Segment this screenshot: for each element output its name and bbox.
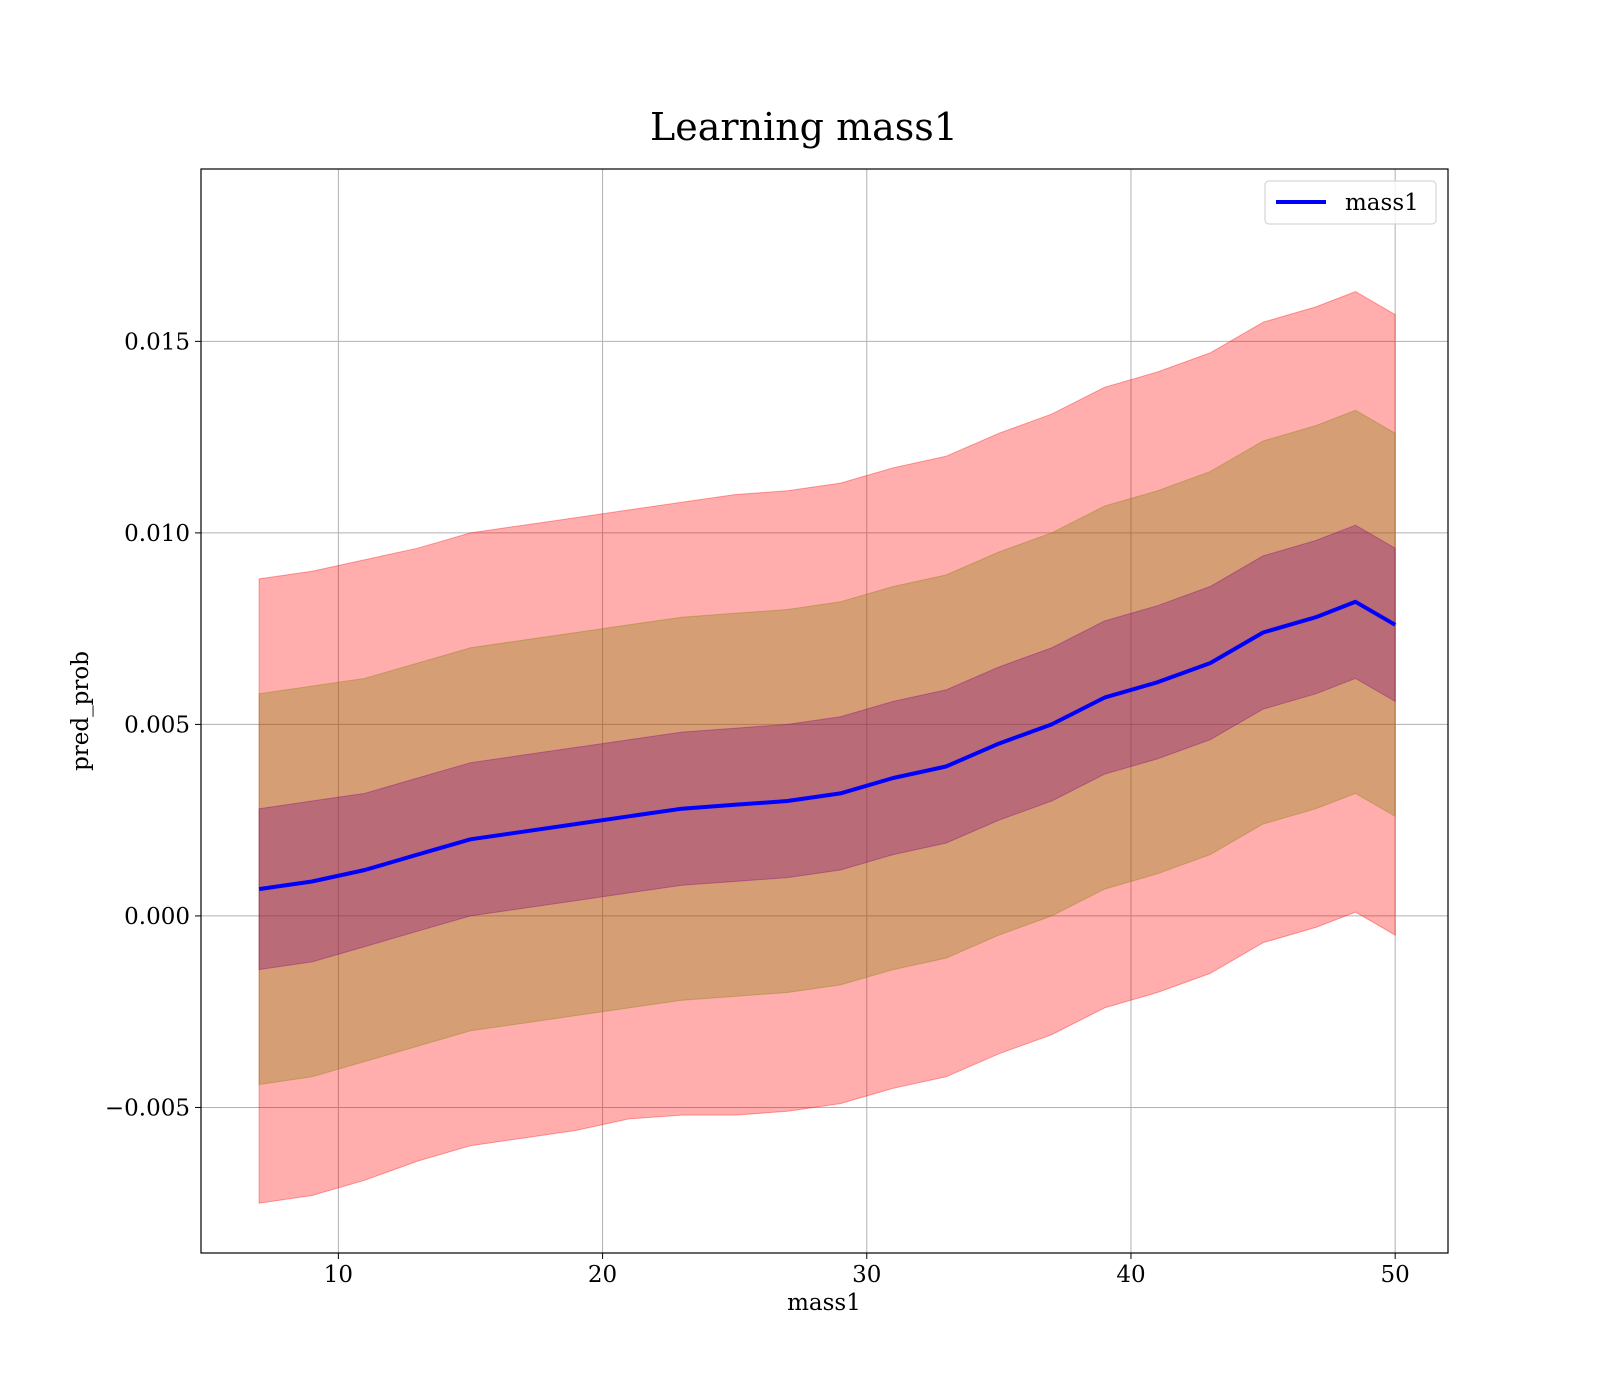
- x-tick-label-0: 10: [324, 1262, 353, 1288]
- x-tick-label-2: 30: [852, 1262, 881, 1288]
- y-tick-label-3: 0.010: [124, 521, 190, 547]
- y-axis-label: pred_prob: [68, 651, 94, 771]
- x-tick-label-4: 50: [1381, 1262, 1410, 1288]
- series-line-mass1: [258, 599, 1397, 892]
- legend-box: [1264, 180, 1437, 225]
- y-tick-label-0: −0.005: [105, 1095, 190, 1121]
- series-lines: [258, 599, 1397, 892]
- x-axis-label: mass1: [787, 1290, 861, 1316]
- y-axis-ticks: −0.005 0.000 0.005 0.010 0.015: [105, 329, 201, 1121]
- inner-band: [258, 524, 1396, 971]
- legend: mass1: [1264, 180, 1437, 225]
- plot-area-frame: [200, 168, 1449, 1254]
- x-tick-label-1: 20: [588, 1262, 617, 1288]
- outer-band: [258, 291, 1396, 1204]
- x-axis-ticks: 10 20 30 40 50: [324, 1253, 1410, 1288]
- y-tick-label-4: 0.015: [124, 329, 190, 355]
- y-tick-label-1: 0.000: [124, 904, 190, 930]
- grid-lines: [201, 169, 1448, 1253]
- plot-area-background: [201, 169, 1448, 1253]
- confidence-bands: [258, 291, 1396, 1204]
- x-tick-label-3: 40: [1116, 1262, 1145, 1288]
- y-tick-label-2: 0.005: [124, 712, 190, 738]
- middle-band: [258, 409, 1396, 1086]
- legend-label-mass1: mass1: [1345, 190, 1419, 216]
- chart-title: Learning mass1: [650, 105, 958, 149]
